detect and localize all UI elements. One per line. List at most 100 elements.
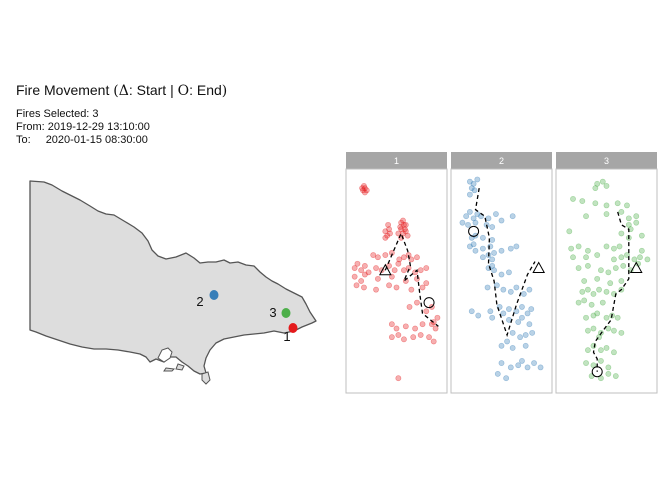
hotspot-point bbox=[479, 254, 486, 261]
hotspot-point bbox=[583, 254, 589, 261]
hotspot-point bbox=[498, 342, 505, 349]
hotspot-point bbox=[400, 217, 406, 224]
hotspot-point bbox=[432, 325, 439, 332]
facet-3: 3 bbox=[555, 152, 658, 394]
hotspot-point bbox=[507, 245, 514, 252]
hotspot-point bbox=[596, 286, 602, 293]
hotspot-point bbox=[529, 329, 536, 336]
french-island bbox=[175, 363, 185, 371]
hotspot-point bbox=[631, 256, 638, 263]
hotspot-point bbox=[401, 267, 407, 274]
start-marker bbox=[378, 263, 392, 276]
hotspot-point bbox=[524, 310, 531, 317]
hotspot-point bbox=[594, 180, 601, 187]
hotspot-point bbox=[374, 275, 381, 282]
hotspot-point bbox=[526, 321, 533, 328]
hotspot-point bbox=[423, 265, 430, 271]
title-start-text: : Start | bbox=[128, 82, 178, 98]
hotspot-point bbox=[351, 265, 358, 271]
hotspot-point bbox=[590, 291, 597, 297]
hotspot-point bbox=[396, 256, 403, 263]
hotspot-point bbox=[401, 336, 407, 343]
hotspot-point bbox=[603, 314, 610, 321]
hotspot-point bbox=[566, 228, 573, 235]
hotspot-point bbox=[500, 286, 507, 293]
phillip-island bbox=[163, 367, 176, 372]
hotspot-point bbox=[603, 288, 610, 295]
hotspot-point bbox=[611, 256, 617, 263]
to-value: 2020-01-15 08:30:00 bbox=[45, 134, 148, 146]
hotspot-point bbox=[537, 364, 544, 371]
hotspot-point bbox=[498, 271, 505, 278]
hotspot-point bbox=[466, 208, 473, 215]
facet-strip-label: 2 bbox=[499, 156, 504, 166]
hotspot-point bbox=[598, 358, 604, 364]
hotspot-point bbox=[590, 325, 597, 332]
hotspot-point bbox=[526, 286, 533, 293]
hotspot-point bbox=[395, 230, 402, 237]
hotspot-point bbox=[470, 215, 477, 222]
hotspot-point bbox=[515, 319, 522, 325]
hotspot-point bbox=[503, 375, 510, 382]
hotspot-point bbox=[397, 224, 404, 230]
hotspot-point bbox=[614, 314, 621, 321]
hotspot-point bbox=[633, 213, 640, 220]
hotspot-point bbox=[466, 191, 473, 198]
hotspot-point bbox=[528, 306, 535, 312]
hotspot-point bbox=[612, 265, 619, 271]
hotspot-point bbox=[426, 334, 432, 341]
hotspot-point bbox=[468, 185, 475, 192]
hotspot-point bbox=[393, 284, 400, 291]
hotspot-point bbox=[412, 325, 418, 332]
hotspot-point bbox=[408, 256, 415, 263]
hotspot-point bbox=[417, 332, 424, 338]
hotspot-point bbox=[592, 185, 599, 192]
hotspot-point bbox=[594, 275, 601, 282]
title-paren-close: ) bbox=[221, 83, 228, 99]
movement-path bbox=[592, 211, 630, 372]
hotspot-point bbox=[414, 299, 420, 306]
title-paren-open: ( bbox=[113, 83, 119, 99]
hotspot-point bbox=[507, 364, 514, 371]
wilsons-promontory bbox=[201, 371, 211, 385]
hotspot-point bbox=[583, 213, 589, 220]
hotspot-point bbox=[487, 308, 494, 315]
fire-2-label: 2 bbox=[196, 294, 203, 309]
hotspot-point bbox=[570, 254, 576, 261]
hotspot-point bbox=[401, 254, 407, 261]
hotspot-point bbox=[605, 325, 612, 332]
hotspot-point bbox=[361, 284, 367, 291]
hotspot-point bbox=[386, 226, 392, 233]
hotspot-point bbox=[354, 260, 361, 267]
hotspot-point bbox=[513, 243, 520, 250]
facet-strip-label: 3 bbox=[604, 156, 609, 166]
hotspot-point bbox=[607, 280, 614, 287]
hotspot-point bbox=[388, 273, 395, 280]
hotspot-point bbox=[618, 329, 625, 336]
hotspot-point bbox=[423, 308, 430, 315]
fire-3-label: 3 bbox=[269, 305, 276, 320]
hotspot-point bbox=[603, 345, 610, 351]
hotspot-point bbox=[459, 219, 466, 226]
hotspot-point bbox=[410, 334, 417, 341]
hotspot-point bbox=[388, 334, 395, 341]
hotspot-point bbox=[365, 269, 372, 276]
hotspot-point bbox=[592, 200, 599, 207]
hotspot-point bbox=[353, 282, 360, 289]
hotspot-point bbox=[509, 329, 516, 336]
hotspot-point bbox=[387, 230, 393, 237]
hotspot-point bbox=[398, 226, 405, 233]
hotspot-point bbox=[463, 213, 470, 220]
hotspot-point bbox=[428, 321, 435, 328]
hotspot-point bbox=[391, 267, 398, 274]
hotspot-point bbox=[470, 180, 477, 187]
hotspot-point bbox=[491, 267, 497, 274]
end-marker bbox=[468, 225, 480, 237]
hotspot-point bbox=[625, 221, 632, 228]
hotspot-point bbox=[468, 308, 475, 315]
hotspot-point bbox=[579, 288, 586, 295]
end-circle-icon: O bbox=[177, 83, 190, 99]
hotspot-point bbox=[489, 256, 496, 263]
hotspot-point bbox=[393, 325, 400, 332]
